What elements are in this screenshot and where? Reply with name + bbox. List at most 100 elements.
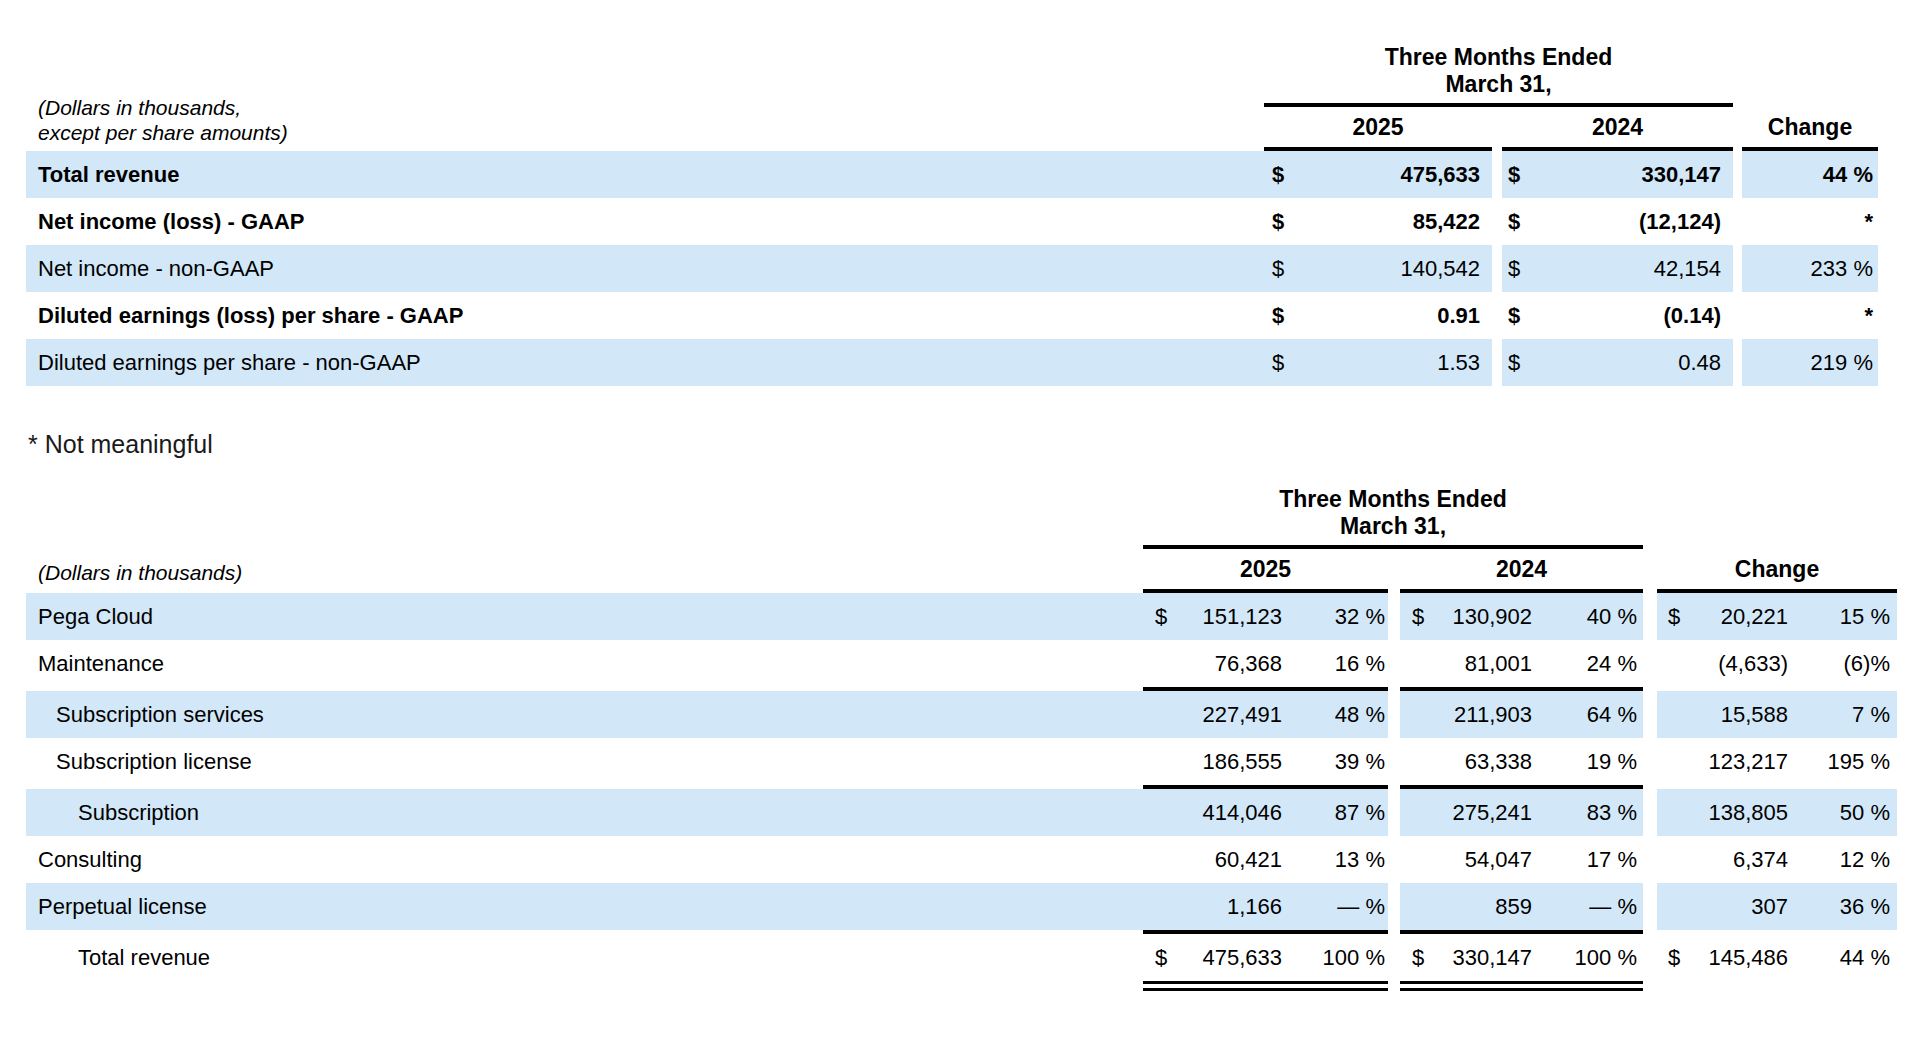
percent-2025: — % bbox=[1294, 883, 1388, 930]
percent-2024: 100 % bbox=[1544, 934, 1643, 981]
currency-symbol: $ bbox=[1502, 198, 1538, 245]
change-value: (4,633) bbox=[1683, 640, 1800, 687]
value-2025: 186,555 bbox=[1178, 738, 1294, 785]
table-row: Pega Cloud $ 151,123 32 % $ 130,902 40 %… bbox=[26, 593, 1897, 640]
currency-symbol: $ bbox=[1264, 151, 1300, 198]
currency-symbol: $ bbox=[1502, 292, 1538, 339]
table-row: Total revenue $ 475,633 100 % $ 330,147 … bbox=[26, 934, 1897, 981]
percent-2024: 24 % bbox=[1544, 640, 1643, 687]
value-2025: 475,633 bbox=[1178, 934, 1294, 981]
table-row: Diluted earnings per share - non-GAAP $ … bbox=[26, 339, 1878, 386]
change-header: Change bbox=[1742, 110, 1878, 151]
row-label: Net income - non-GAAP bbox=[26, 245, 1264, 292]
change-header: Change bbox=[1657, 552, 1897, 593]
change-percent: 7 % bbox=[1800, 691, 1897, 738]
change-value: 219 % bbox=[1742, 339, 1878, 386]
table-row: Total revenue $ 475,633 $ 330,147 44 % bbox=[26, 151, 1878, 198]
value-2025: 151,123 bbox=[1178, 593, 1294, 640]
value-2024: 63,338 bbox=[1430, 738, 1544, 785]
value-2024: 859 bbox=[1430, 883, 1544, 930]
year-2024-header: 2024 bbox=[1502, 110, 1733, 151]
change-value: 44 % bbox=[1742, 151, 1878, 198]
currency-symbol: $ bbox=[1400, 934, 1430, 981]
table-row: Perpetual license 1,166 — % 859 — % 307 … bbox=[26, 883, 1897, 930]
value-2024: 0.48 bbox=[1538, 339, 1733, 386]
value-2025: 1.53 bbox=[1300, 339, 1492, 386]
row-label: Diluted earnings (loss) per share - GAAP bbox=[26, 292, 1264, 339]
caption-line-1: (Dollars in thousands, bbox=[38, 96, 241, 119]
table-caption: (Dollars in thousands) bbox=[26, 486, 1143, 593]
value-2025: 475,633 bbox=[1300, 151, 1492, 198]
value-2025: 140,542 bbox=[1300, 245, 1492, 292]
percent-2025: 16 % bbox=[1294, 640, 1388, 687]
change-value: * bbox=[1742, 198, 1878, 245]
currency-symbol: $ bbox=[1264, 245, 1300, 292]
value-2024: 330,147 bbox=[1430, 934, 1544, 981]
table-row: Subscription services 227,491 48 % 211,9… bbox=[26, 691, 1897, 738]
currency-symbol: $ bbox=[1657, 934, 1683, 981]
row-label: Pega Cloud bbox=[26, 593, 1143, 640]
percent-2024: — % bbox=[1544, 883, 1643, 930]
change-value: * bbox=[1742, 292, 1878, 339]
row-label: Subscription license bbox=[26, 738, 1143, 785]
value-2025: 76,368 bbox=[1178, 640, 1294, 687]
row-label: Maintenance bbox=[26, 640, 1143, 687]
table-row: Consulting 60,421 13 % 54,047 17 % 6,374… bbox=[26, 836, 1897, 883]
year-2025-header: 2025 bbox=[1264, 110, 1492, 151]
percent-2024: 83 % bbox=[1544, 789, 1643, 836]
change-value: 307 bbox=[1683, 883, 1800, 930]
percent-2025: 32 % bbox=[1294, 593, 1388, 640]
revenue-table-header: (Dollars in thousands) Three Months Ende… bbox=[26, 486, 1897, 593]
percent-2024: 17 % bbox=[1544, 836, 1643, 883]
year-2025-header: 2025 bbox=[1143, 552, 1388, 593]
change-percent: 36 % bbox=[1800, 883, 1897, 930]
percent-2024: 40 % bbox=[1544, 593, 1643, 640]
value-2024: 130,902 bbox=[1430, 593, 1544, 640]
value-2024: (12,124) bbox=[1538, 198, 1733, 245]
value-2024: 81,001 bbox=[1430, 640, 1544, 687]
table-row: Diluted earnings (loss) per share - GAAP… bbox=[26, 292, 1878, 339]
currency-symbol: $ bbox=[1502, 151, 1538, 198]
change-value: 15,588 bbox=[1683, 691, 1800, 738]
change-percent: 50 % bbox=[1800, 789, 1897, 836]
summary-table-header: (Dollars in thousands, except per share … bbox=[26, 44, 1878, 151]
percent-2025: 100 % bbox=[1294, 934, 1388, 981]
change-value: 138,805 bbox=[1683, 789, 1800, 836]
caption-line-2: except per share amounts) bbox=[38, 121, 288, 144]
currency-symbol: $ bbox=[1657, 593, 1683, 640]
table-caption: (Dollars in thousands, except per share … bbox=[26, 44, 1264, 151]
row-label: Subscription services bbox=[26, 691, 1143, 738]
table-row: Subscription license 186,555 39 % 63,338… bbox=[26, 738, 1897, 785]
percent-2025: 48 % bbox=[1294, 691, 1388, 738]
change-percent: 15 % bbox=[1800, 593, 1897, 640]
value-2024: 42,154 bbox=[1538, 245, 1733, 292]
change-percent: (6)% bbox=[1800, 640, 1897, 687]
currency-symbol: $ bbox=[1264, 339, 1300, 386]
percent-2024: 19 % bbox=[1544, 738, 1643, 785]
summary-table: (Dollars in thousands, except per share … bbox=[26, 44, 1878, 386]
change-percent: 44 % bbox=[1800, 934, 1897, 981]
value-2025: 227,491 bbox=[1178, 691, 1294, 738]
row-label: Total revenue bbox=[26, 151, 1264, 198]
row-label: Perpetual license bbox=[26, 883, 1143, 930]
row-label: Consulting bbox=[26, 836, 1143, 883]
change-percent: 195 % bbox=[1800, 738, 1897, 785]
table-row: Subscription 414,046 87 % 275,241 83 % 1… bbox=[26, 789, 1897, 836]
row-label: Subscription bbox=[26, 789, 1143, 836]
row-label: Total revenue bbox=[26, 934, 1143, 981]
change-value: 233 % bbox=[1742, 245, 1878, 292]
change-percent: 12 % bbox=[1800, 836, 1897, 883]
value-2025: 60,421 bbox=[1178, 836, 1294, 883]
table-row: Net income (loss) - GAAP $ 85,422 $ (12,… bbox=[26, 198, 1878, 245]
currency-symbol: $ bbox=[1264, 292, 1300, 339]
period-header: Three Months Ended March 31, bbox=[1264, 44, 1733, 107]
revenue-table: (Dollars in thousands) Three Months Ende… bbox=[26, 486, 1897, 991]
currency-symbol: $ bbox=[1502, 339, 1538, 386]
grand-total-double-rule bbox=[26, 981, 1897, 991]
table-row: Net income - non-GAAP $ 140,542 $ 42,154… bbox=[26, 245, 1878, 292]
value-2024: 211,903 bbox=[1430, 691, 1544, 738]
table-row: Maintenance 76,368 16 % 81,001 24 % (4,6… bbox=[26, 640, 1897, 687]
change-value: 20,221 bbox=[1683, 593, 1800, 640]
value-2025: 85,422 bbox=[1300, 198, 1492, 245]
value-2024: 54,047 bbox=[1430, 836, 1544, 883]
